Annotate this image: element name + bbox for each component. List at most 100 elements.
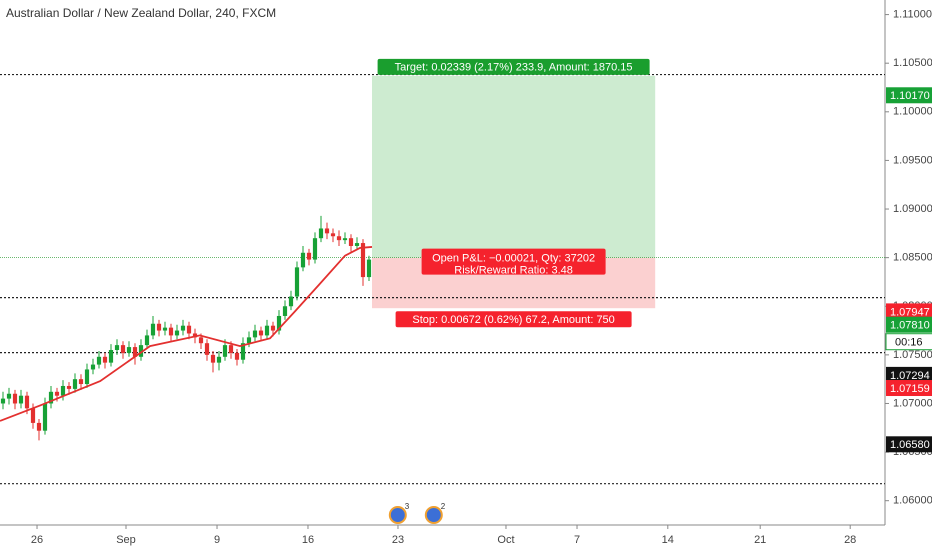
candle-body <box>12 393 18 404</box>
candle-body <box>198 337 204 344</box>
y-tick-label: 1.10500 <box>893 57 932 69</box>
candle-body <box>78 379 84 385</box>
candle-body <box>54 391 60 396</box>
candle-body <box>312 238 318 260</box>
candle-body <box>324 228 330 234</box>
candle-body <box>216 356 222 363</box>
chart-title: Australian Dollar / New Zealand Dollar, … <box>6 6 276 20</box>
price-tag-label: 1.07810 <box>890 320 930 332</box>
candle-body <box>120 345 126 353</box>
candle-body <box>348 238 354 246</box>
candle-body <box>354 243 360 246</box>
candle-body <box>258 330 264 336</box>
moving-average <box>0 246 373 422</box>
candle-body <box>246 337 252 344</box>
event-count: 2 <box>441 502 446 511</box>
candle-body <box>234 352 240 360</box>
candle-body <box>186 325 192 334</box>
candle-body <box>300 252 306 268</box>
target-label-bg <box>377 58 650 75</box>
x-tick-label: 28 <box>844 534 856 546</box>
y-tick-label: 1.11000 <box>893 8 932 20</box>
target-label: Target: 0.02339 (2.17%) 233.9, Amount: 1… <box>395 62 633 74</box>
price-tag <box>886 316 932 333</box>
candle-body <box>276 315 282 331</box>
candle-body <box>114 345 120 350</box>
candle-body <box>306 252 312 260</box>
candle-body <box>102 356 108 363</box>
price-tag-label: 1.07294 <box>890 370 930 382</box>
price-tag <box>886 436 932 453</box>
stop-label: Stop: 0.00672 (0.62%) 67.2, Amount: 750 <box>412 314 614 326</box>
candle-body <box>96 356 102 365</box>
x-tick-label: 7 <box>574 534 580 546</box>
info-label: Open P&L: −0.00021, Qty: 37202 <box>432 253 595 265</box>
candle-body <box>150 323 156 336</box>
y-tick-label: 1.09500 <box>893 154 932 166</box>
info-label: Risk/Reward Ratio: 3.48 <box>454 265 573 277</box>
y-tick-label: 1.07500 <box>893 349 932 361</box>
price-tag <box>886 380 932 397</box>
price-tag-label: 1.07159 <box>890 383 930 395</box>
candle-body <box>180 325 186 331</box>
x-tick-label: Oct <box>497 534 514 546</box>
y-tick-label: 1.06000 <box>893 495 932 507</box>
x-tick-label: Sep <box>116 534 136 546</box>
price-tag-label: 1.07947 <box>890 306 930 318</box>
info-bg <box>421 248 606 275</box>
countdown-bg <box>885 333 932 351</box>
candle-body <box>144 335 150 346</box>
candle-body <box>294 267 300 297</box>
x-tick-label: 21 <box>754 534 766 546</box>
stop-label-bg <box>395 311 632 328</box>
price-tag <box>886 366 932 383</box>
candle-body <box>204 343 210 355</box>
y-tick-label: 1.09000 <box>893 203 932 215</box>
candle-body <box>288 296 294 307</box>
price-tag <box>886 87 932 104</box>
event-icon <box>424 506 443 524</box>
candle-body <box>192 333 198 338</box>
candle-body <box>108 350 114 363</box>
candle-body <box>330 233 336 237</box>
candle-body <box>60 385 66 396</box>
x-tick-label: 16 <box>302 534 314 546</box>
candle-body <box>36 422 42 431</box>
candle-body <box>72 379 78 389</box>
x-tick-label: 23 <box>392 534 404 546</box>
candle-body <box>342 238 348 241</box>
candle-body <box>42 403 48 431</box>
candle-body <box>30 408 36 423</box>
x-tick-label: 14 <box>662 534 674 546</box>
y-tick-label: 1.08500 <box>893 252 932 264</box>
candle-body <box>168 327 174 336</box>
candle-body <box>90 364 96 370</box>
candle-body <box>222 345 228 357</box>
candle-body <box>366 259 372 278</box>
y-tick-label: 1.07000 <box>893 397 932 409</box>
candle-body <box>156 323 162 331</box>
target-zone <box>372 75 656 258</box>
candle-body <box>336 236 342 241</box>
x-tick-label: 26 <box>31 534 43 546</box>
candle-body <box>138 345 144 357</box>
candle-body <box>132 347 138 357</box>
y-tick-label: 1.10000 <box>893 106 932 118</box>
candle-body <box>24 395 30 409</box>
candle-body <box>270 325 276 331</box>
price-tag-label: 1.10170 <box>890 90 930 102</box>
candle-body <box>252 330 258 338</box>
candle-body <box>264 325 270 336</box>
candle-body <box>126 347 132 353</box>
candle-body <box>318 228 324 239</box>
candle-body <box>48 391 54 404</box>
price-tag <box>886 303 932 320</box>
x-tick-label: 9 <box>214 534 220 546</box>
candle-body <box>360 243 366 278</box>
candle-body <box>162 327 168 331</box>
event-icon <box>388 506 407 524</box>
candle-body <box>84 369 90 385</box>
candle-body <box>282 306 288 316</box>
